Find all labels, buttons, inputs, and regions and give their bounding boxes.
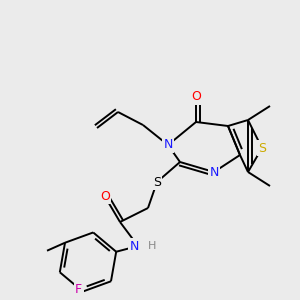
Text: F: F: [75, 283, 82, 296]
Text: H: H: [148, 241, 156, 251]
Text: N: N: [163, 139, 173, 152]
Text: O: O: [100, 190, 110, 202]
Text: O: O: [191, 91, 201, 103]
Text: N: N: [129, 239, 139, 253]
Text: N: N: [209, 166, 219, 178]
Text: S: S: [258, 142, 266, 154]
Text: S: S: [153, 176, 161, 188]
